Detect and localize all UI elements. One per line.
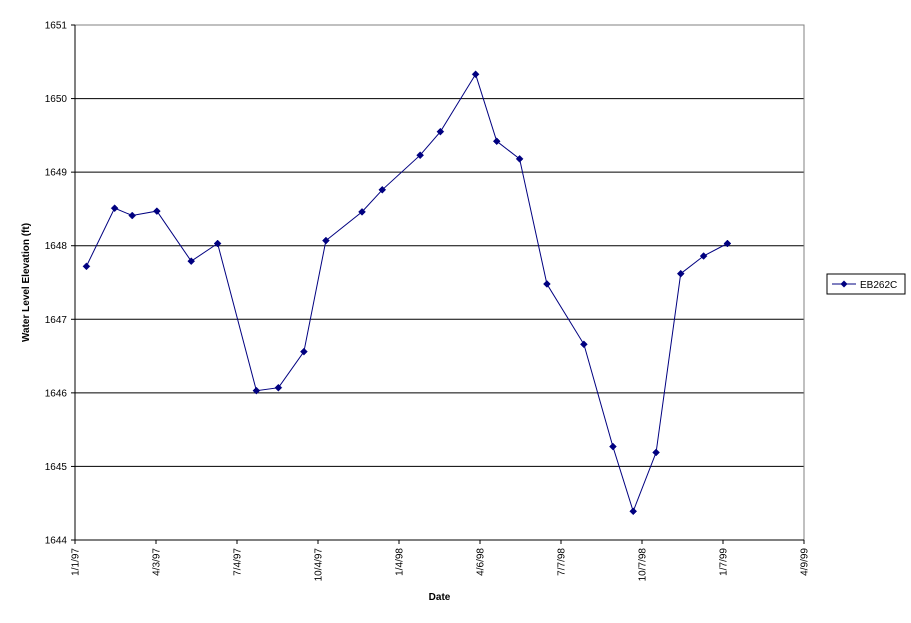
- y-tick-label: 1649: [45, 168, 68, 179]
- data-point: [652, 448, 660, 457]
- data-point: [723, 239, 732, 248]
- y-tick-label: 1644: [45, 536, 68, 547]
- legend-box: [826, 273, 906, 295]
- data-point: [543, 280, 551, 288]
- data-point: [187, 257, 196, 266]
- data-point: [580, 340, 588, 349]
- plot-area: [74, 24, 805, 541]
- data-point: [609, 442, 617, 451]
- x-tick-label: 1/1/97: [71, 548, 82, 576]
- y-tick-label: 1651: [45, 21, 68, 32]
- y-tick-label: 1647: [45, 315, 68, 326]
- data-point: [300, 347, 308, 356]
- data-point: [378, 185, 387, 194]
- data-point: [471, 70, 480, 79]
- legend-label: EB262C: [860, 280, 897, 291]
- x-tick-label: 7/7/98: [557, 548, 568, 576]
- data-point: [416, 151, 424, 160]
- x-tick-label: 10/4/97: [314, 548, 325, 582]
- data-point: [699, 252, 708, 260]
- data-point: [515, 155, 524, 163]
- data-point: [110, 204, 119, 213]
- series-layer: [82, 70, 732, 516]
- legend-marker: [840, 280, 848, 288]
- x-tick-label: 4/3/97: [152, 548, 163, 576]
- data-point: [492, 137, 501, 146]
- y-axis: 1644 1645 1646 1647 1648 1649 1650 1651: [45, 21, 76, 547]
- y-tick-label: 1648: [45, 241, 68, 252]
- x-axis: 1/1/97 4/3/97 7/4/97 10/4/97 1/4/98 4/6/98 7/7…: [71, 539, 811, 582]
- y-tick-label: 1646: [45, 388, 68, 399]
- data-point: [274, 383, 283, 392]
- data-point: [128, 211, 137, 220]
- x-tick-label: 7/4/97: [233, 548, 244, 576]
- data-point: [252, 386, 261, 395]
- y-tick-label: 1645: [45, 462, 68, 473]
- data-point: [629, 507, 638, 516]
- legend: EB262C: [826, 273, 906, 295]
- x-tick-label: 1/4/98: [395, 548, 406, 576]
- series-line: [85, 73, 728, 513]
- data-point: [82, 262, 91, 271]
- y-axis-title: Water Level Elevation (ft): [21, 223, 32, 342]
- gridlines: [75, 98, 804, 467]
- data-point: [358, 208, 366, 216]
- x-tick-label: 1/7/99: [719, 548, 730, 576]
- x-tick-label: 10/7/98: [638, 548, 649, 582]
- data-point: [213, 239, 222, 248]
- data-point: [322, 236, 330, 245]
- data-point: [153, 207, 161, 215]
- y-tick-label: 1650: [45, 94, 68, 105]
- x-tick-label: 4/9/99: [800, 548, 811, 576]
- x-tick-label: 4/6/98: [476, 548, 487, 576]
- data-point: [676, 269, 685, 278]
- x-axis-title: Date: [429, 592, 451, 603]
- data-point: [436, 127, 445, 136]
